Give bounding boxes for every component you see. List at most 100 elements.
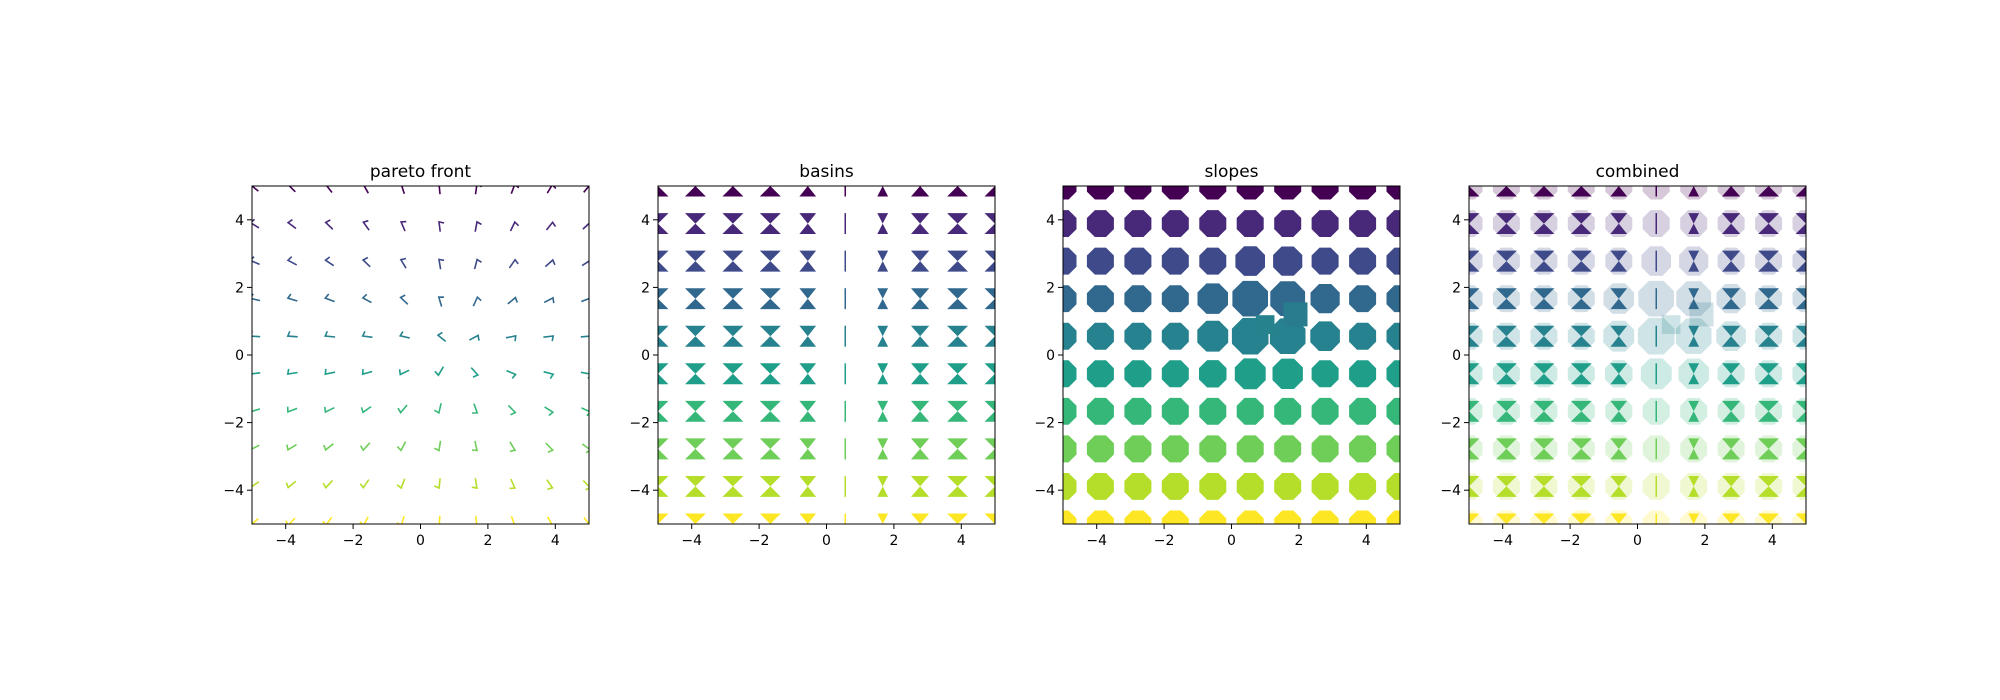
y-tick-label: −4: [1034, 483, 1055, 499]
pareto-arrow: [474, 186, 482, 195]
panel-title: combined: [1596, 162, 1680, 182]
slope-marker: [1232, 280, 1268, 317]
basin-arrow: [1758, 400, 1779, 422]
basin-arrow: [685, 400, 706, 422]
basin-arrow: [984, 363, 995, 385]
basin-arrow: [984, 250, 995, 272]
pareto-arrow: [545, 220, 557, 231]
basin-arrow: [1533, 325, 1555, 347]
basin-arrow: [1496, 476, 1517, 497]
pareto-arrow: [360, 405, 372, 414]
pareto-arrow: [322, 479, 334, 490]
pareto-arrow: [473, 258, 482, 270]
pareto-arrow: [438, 186, 445, 195]
pareto-arrow: [544, 258, 556, 268]
basin-arrow: [799, 213, 817, 234]
pareto-arrow: [399, 220, 407, 232]
basin-arrow: [1496, 288, 1517, 310]
basin-arrow: [1688, 213, 1700, 234]
slope-marker: [1349, 285, 1377, 313]
slope-marker: [1274, 435, 1302, 463]
basin-arrow: [658, 363, 669, 385]
slope-marker: [1063, 186, 1077, 200]
basin-arrow: [1722, 288, 1741, 310]
basin-arrow: [722, 186, 744, 197]
pareto-arrow: [434, 366, 445, 377]
pareto-arrow: [396, 441, 407, 452]
panel-title: slopes: [1204, 162, 1258, 182]
pareto-arrow: [508, 258, 519, 269]
slope-marker: [1124, 510, 1152, 524]
slope-marker: [1086, 510, 1114, 524]
basin-arrow: [799, 250, 817, 272]
basin-arrow: [658, 476, 669, 497]
basin-arrow: [984, 476, 995, 497]
basin-arrow: [1610, 250, 1628, 272]
pareto-arrow: [398, 369, 410, 376]
basin-arrow: [1469, 325, 1480, 347]
basin-arrow: [877, 186, 889, 197]
basin-arrow: [1610, 400, 1628, 422]
basin-arrow: [947, 363, 968, 385]
pareto-arrow: [286, 368, 298, 375]
x-tick-label: 2: [483, 533, 492, 549]
slope-marker: [1386, 473, 1400, 500]
basin-arrow: [685, 213, 706, 234]
slope-marker: [1199, 397, 1227, 425]
pareto-arrow: [361, 256, 371, 268]
y-tick-label: 0: [641, 348, 650, 364]
slope-marker: [1124, 285, 1152, 313]
basin-arrow: [1570, 513, 1592, 524]
basin-arrow: [1496, 513, 1517, 524]
slope-marker: [1161, 510, 1189, 524]
basin-arrow: [1688, 400, 1700, 422]
x-axis: −4 −2 0 2 4: [275, 524, 560, 549]
pareto-arrow: [362, 219, 370, 231]
pareto-arrow: [472, 295, 482, 307]
basin-arrow: [1758, 363, 1779, 385]
plot-area: [252, 186, 589, 524]
slope-marker: [1236, 186, 1264, 200]
basin-arrow: [1533, 513, 1555, 524]
basin-arrow: [911, 363, 930, 385]
y-tick-label: −2: [629, 416, 650, 432]
slope-marker: [1605, 360, 1633, 388]
slope-marker: [1269, 318, 1306, 354]
basin-arrow: [911, 250, 930, 272]
slope-marker: [1349, 322, 1377, 350]
basin-arrow: [658, 186, 669, 197]
basin-arrow: [799, 476, 817, 497]
pareto-arrow: [433, 403, 442, 415]
basin-arrow: [877, 400, 889, 422]
basin-arrow: [1469, 186, 1480, 197]
basin-arrow: [1469, 438, 1480, 460]
pareto-arrow: [286, 443, 297, 452]
basin-arrow: [658, 250, 669, 272]
basin-arrow: [1570, 250, 1592, 272]
pareto-arrow: [397, 404, 408, 414]
basin-arrow: [685, 250, 706, 272]
pareto-arrow: [286, 256, 298, 266]
basin-arrow: [1469, 250, 1480, 272]
x-tick-label: 0: [1227, 533, 1236, 549]
slope-marker: [1086, 397, 1114, 425]
slope-marker: [1236, 435, 1264, 463]
x-tick-label: 2: [1294, 533, 1303, 549]
y-tick-label: −4: [629, 483, 650, 499]
slope-marker: [1386, 510, 1400, 524]
slope-marker: [1161, 435, 1189, 463]
pareto-arrow: [361, 368, 373, 376]
slope-marker: [1063, 360, 1077, 388]
slope-marker: [1161, 186, 1189, 200]
basin-arrow: [911, 213, 930, 234]
slope-marker: [1161, 473, 1189, 500]
basin-arrow: [1469, 288, 1480, 310]
slope-marker: [1086, 360, 1114, 388]
basin-arrow: [1469, 513, 1480, 524]
basin-arrow: [1795, 288, 1806, 310]
pareto-arrow: [359, 442, 371, 452]
slope-marker: [1086, 186, 1114, 200]
slope-marker: [1311, 186, 1339, 200]
basin-arrow: [799, 438, 817, 460]
